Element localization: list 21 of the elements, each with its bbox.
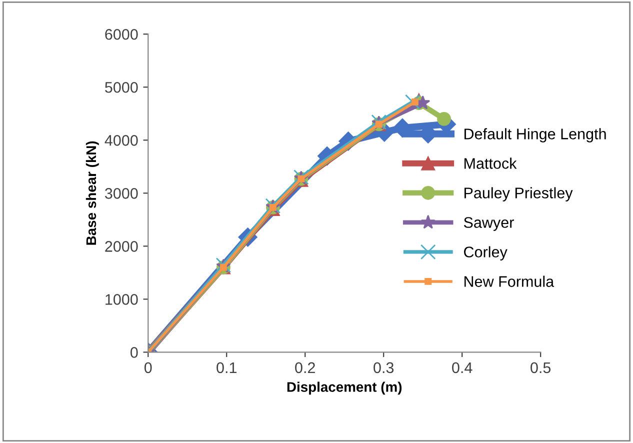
legend-label: Sawyer	[464, 217, 514, 231]
legend-label: Pauley Priestley	[464, 187, 573, 202]
legend-label: Corley	[464, 246, 508, 260]
y-tick-label: 3000	[105, 188, 138, 199]
y-tick-label: 0	[130, 347, 138, 358]
x-tick-label: 0.4	[452, 362, 472, 374]
legend-label: Mattock	[464, 158, 517, 169]
y-tick-label: 6000	[105, 28, 138, 40]
x-tick-label: 0.1	[216, 362, 236, 374]
y-tick-label: 5000	[105, 82, 138, 93]
x-tick-label: 0.2	[295, 362, 315, 374]
x-tick-label: 0	[144, 362, 152, 374]
y-tick-label: 2000	[105, 241, 138, 252]
y-axis-title: Base shear (kN)	[86, 141, 99, 245]
legend-label: New Formula	[464, 276, 554, 287]
x-tick-label: 0.5	[530, 362, 551, 374]
y-tick-label: 1000	[106, 294, 138, 305]
x-tick-label: 0.3	[374, 362, 394, 374]
legend-label: Default Hinge Length	[464, 128, 606, 142]
y-tick-label: 4000	[104, 135, 138, 146]
x-axis-title: Displacement (m)	[287, 382, 402, 395]
